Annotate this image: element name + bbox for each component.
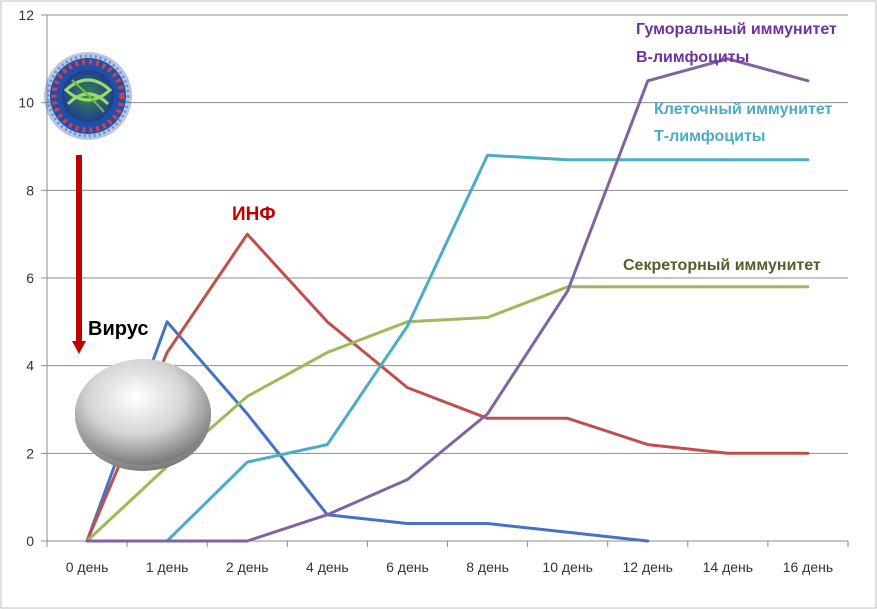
x-tick-label-9: 16 день <box>783 559 833 575</box>
x-tick-label-0: 0 день <box>66 559 109 575</box>
cellular-annotation-line1: Клеточный иммунитет <box>654 101 833 118</box>
series-line-humoral <box>85 57 810 543</box>
series-line-virus <box>85 320 650 543</box>
y-tick-label-12: 12 <box>18 7 34 23</box>
x-tick-label-8: 14 день <box>703 559 753 575</box>
virus-annotation: Вирус <box>88 318 148 340</box>
y-tick-label-4: 4 <box>26 358 34 374</box>
cell-sphere-icon <box>75 359 211 471</box>
x-tick-label-5: 8 день <box>466 559 509 575</box>
series-line-cellular <box>85 153 810 543</box>
cellular-annotation-line2: Т-лимфоциты <box>654 128 765 145</box>
y-tick-label-8: 8 <box>26 182 34 198</box>
y-tick-label-6: 6 <box>26 270 34 286</box>
virus-particle-icon <box>44 52 132 140</box>
humoral-annotation-line1: Гуморальный иммунитет <box>636 21 837 38</box>
y-tick-label-2: 2 <box>26 445 34 461</box>
arrow-down-icon <box>72 155 86 354</box>
series-line-inf <box>85 232 810 543</box>
series-lines <box>85 57 810 543</box>
humoral-annotation-line2: В-лимфоциты <box>636 49 749 66</box>
y-tick-labels: 0 2 4 6 8 10 12 <box>18 7 34 549</box>
x-tick-label-2: 2 день <box>226 559 269 575</box>
x-tick-label-4: 6 день <box>386 559 429 575</box>
x-tick-label-3: 4 день <box>306 559 349 575</box>
y-tick-label-10: 10 <box>18 95 34 111</box>
secretory-annotation: Секреторный иммунитет <box>623 257 821 274</box>
x-tick-label-6: 10 день <box>542 559 592 575</box>
x-tick-label-1: 1 день <box>146 559 189 575</box>
x-tick-labels: 0 день 1 день 2 день 4 день 6 день 8 день 10 д… <box>66 559 833 575</box>
x-tick-label-7: 12 день <box>623 559 673 575</box>
inf-annotation: ИНФ <box>232 204 276 225</box>
y-tick-label-0: 0 <box>26 533 34 549</box>
